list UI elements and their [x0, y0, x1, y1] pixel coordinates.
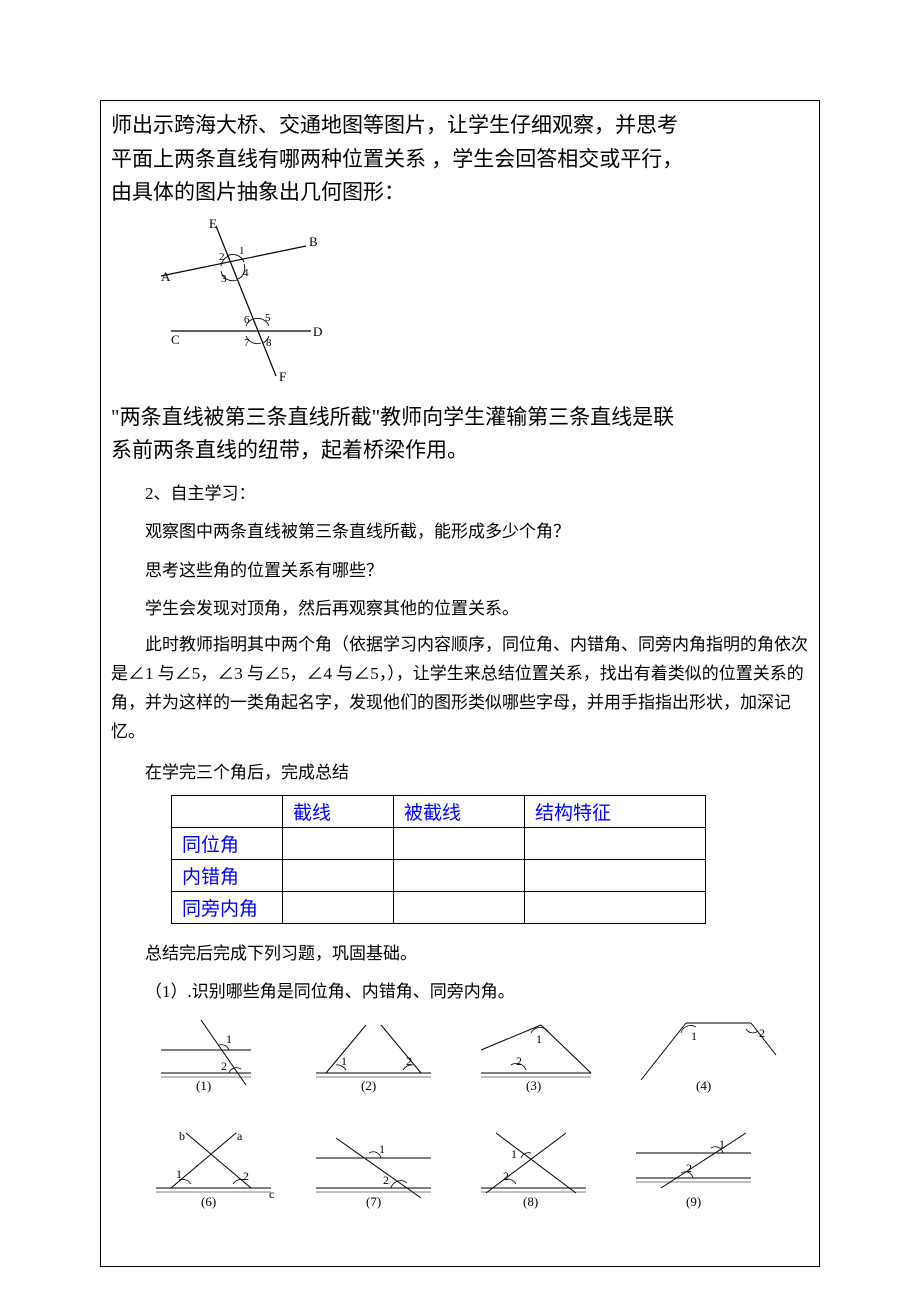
fig-3: 1 2 (3) — [481, 1025, 591, 1093]
label-e: E — [209, 216, 217, 231]
fig-8: 1 2 (8) — [481, 1133, 586, 1209]
header-jiexian: 截线 — [283, 796, 394, 828]
cell-empty — [394, 828, 525, 860]
cell-empty — [525, 892, 706, 924]
table-row: 内错角 — [172, 860, 706, 892]
svg-text:6: 6 — [244, 314, 250, 326]
cell-empty — [283, 828, 394, 860]
question-1: 观察图中两条直线被第三条直线所截，能形成多少个角？ — [111, 516, 809, 548]
svg-text:b: b — [179, 1129, 185, 1143]
row-tongpangneijiao: 同旁内角 — [172, 892, 283, 924]
label-c: C — [171, 332, 180, 347]
label-b: B — [309, 234, 318, 249]
fig-1: 1 2 (1) — [161, 1020, 251, 1093]
table-header-row: 截线 被截线 结构特征 — [172, 796, 706, 828]
svg-text:2: 2 — [243, 1169, 249, 1183]
svg-text:2: 2 — [503, 1169, 509, 1183]
svg-text:(4): (4) — [696, 1078, 711, 1093]
header-empty — [172, 796, 283, 828]
svg-text:(3): (3) — [526, 1078, 541, 1093]
section-2-title: 2、自主学习： — [111, 478, 809, 510]
label-f: F — [279, 369, 286, 384]
svg-text:3: 3 — [221, 273, 227, 285]
fig-9: 1 2 (9) — [636, 1133, 751, 1209]
cell-empty — [283, 860, 394, 892]
intro-paragraph: 师出示跨海大桥、交通地图等图片，让学生仔细观察，并思考 平面上两条直线有哪两种位… — [111, 109, 809, 210]
svg-text:5: 5 — [265, 312, 271, 324]
label-a: A — [161, 269, 171, 284]
svg-text:2: 2 — [686, 1161, 692, 1175]
svg-text:(2): (2) — [361, 1078, 376, 1093]
svg-text:(8): (8) — [523, 1194, 538, 1209]
cell-empty — [394, 892, 525, 924]
svg-text:1: 1 — [511, 1147, 517, 1161]
after-line-2: 系前两条直线的纽带，起着桥梁作用。 — [111, 438, 468, 462]
svg-text:1: 1 — [226, 1032, 232, 1046]
svg-text:4: 4 — [243, 267, 249, 279]
cell-empty — [283, 892, 394, 924]
svg-text:8: 8 — [266, 337, 272, 349]
svg-text:(1): (1) — [196, 1078, 211, 1093]
svg-text:1: 1 — [379, 1142, 385, 1156]
svg-text:2: 2 — [383, 1173, 389, 1187]
svg-text:(7): (7) — [366, 1194, 381, 1209]
main-paragraph-text: 此时教师指明其中两个角（依据学习内容顺序，同位角、内错角、同旁内角指明的角依次是… — [111, 635, 808, 741]
svg-text:7: 7 — [244, 337, 250, 349]
row-tongweijiao: 同位角 — [172, 828, 283, 860]
row-neicuojiao: 内错角 — [172, 860, 283, 892]
cell-empty — [394, 860, 525, 892]
svg-text:(9): (9) — [686, 1194, 701, 1209]
table-row: 同旁内角 — [172, 892, 706, 924]
exercise-1-title: （1）.识别哪些角是同位角、内错角、同旁内角。 — [111, 976, 809, 1008]
table-row: 同位角 — [172, 828, 706, 860]
paragraph-with-watermark: 此时教师指明其中两个角（依据学习内容顺序，同位角、内错角、同旁内角指明的角依次是… — [111, 631, 809, 747]
figure-row-2: b a c 1 2 (6) 1 — [151, 1128, 809, 1218]
svg-text:1: 1 — [176, 1167, 182, 1181]
question-3: 学生会发现对顶角，然后再观察其他的位置关系。 — [111, 593, 809, 625]
after-table-text: 总结完后完成下列习题，巩固基础。 — [111, 938, 809, 970]
svg-text:1: 1 — [239, 245, 245, 257]
exercise-figures: 1 2 (1) 1 2 (2) — [151, 1015, 809, 1218]
summary-table: 截线 被截线 结构特征 同位角 内错角 同旁内角 — [171, 795, 706, 924]
document-page: 师出示跨海大桥、交通地图等图片，让学生仔细观察，并思考 平面上两条直线有哪两种位… — [100, 100, 820, 1267]
fig-6: b a c 1 2 (6) — [156, 1129, 274, 1209]
svg-text:1: 1 — [691, 1029, 697, 1043]
cell-empty — [525, 828, 706, 860]
label-d: D — [313, 324, 322, 339]
cell-empty — [525, 860, 706, 892]
figure-row-1: 1 2 (1) 1 2 (2) — [151, 1015, 809, 1100]
svg-text:2: 2 — [406, 1054, 412, 1068]
after-line-1: "两条直线被第三条直线所截"教师向学生灌输第三条直线是联 — [111, 405, 674, 429]
svg-text:1: 1 — [536, 1032, 542, 1046]
header-tezheng: 结构特征 — [525, 796, 706, 828]
header-beijiexian: 被截线 — [394, 796, 525, 828]
after-three-angles: 在学完三个角后，完成总结 — [111, 757, 809, 789]
main-paragraph: 此时教师指明其中两个角（依据学习内容顺序，同位角、内错角、同旁内角指明的角依次是… — [111, 631, 809, 747]
svg-text:2: 2 — [221, 1059, 227, 1073]
after-diagram-paragraph: "两条直线被第三条直线所截"教师向学生灌输第三条直线是联 系前两条直线的纽带，起… — [111, 401, 809, 468]
svg-text:a: a — [237, 1129, 243, 1143]
svg-text:1: 1 — [719, 1137, 725, 1151]
fig-7: 1 2 (7) — [316, 1138, 431, 1209]
intro-line-1: 师出示跨海大桥、交通地图等图片，让学生仔细观察，并思考 — [111, 113, 678, 137]
svg-text:2: 2 — [759, 1026, 765, 1040]
main-geometry-diagram: A B C D E F 1 2 3 4 5 6 7 8 — [141, 216, 809, 391]
svg-text:(6): (6) — [201, 1194, 216, 1209]
svg-text:c: c — [269, 1187, 274, 1201]
fig-4: 1 2 (4) — [641, 1023, 776, 1093]
question-2: 思考这些角的位置关系有哪些？ — [111, 555, 809, 587]
intro-line-3: 由具体的图片抽象出几何图形： — [111, 180, 405, 204]
svg-text:2: 2 — [516, 1054, 522, 1068]
fig-2: 1 2 (2) — [316, 1025, 431, 1093]
intro-line-2: 平面上两条直线有哪两种位置关系 ，学生会回答相交或平行， — [111, 147, 683, 171]
svg-text:2: 2 — [219, 251, 225, 263]
svg-text:1: 1 — [341, 1054, 347, 1068]
